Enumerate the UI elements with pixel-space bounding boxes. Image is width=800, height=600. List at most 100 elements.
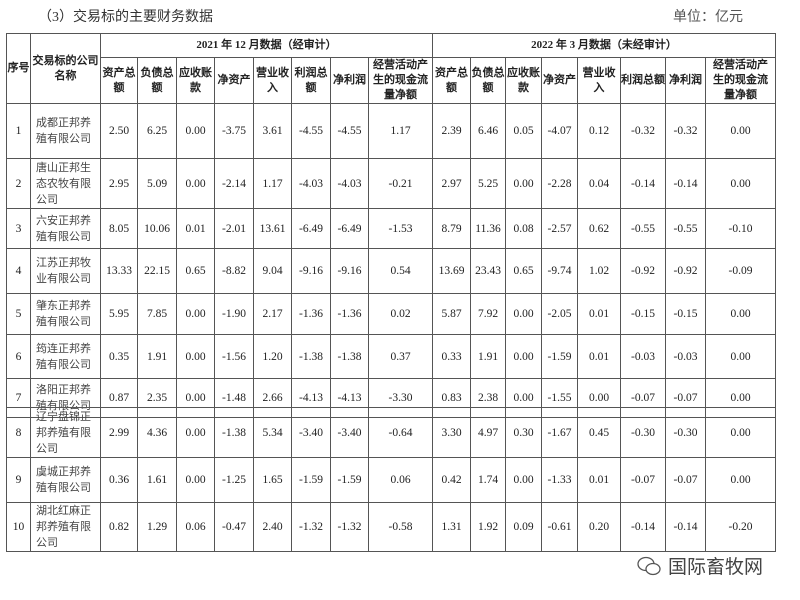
row-seq: 1 — [6, 103, 31, 159]
cell-2022: 0.05 — [505, 103, 542, 159]
cell-2021: -1.36 — [291, 293, 331, 335]
cell-2021: 7.85 — [137, 293, 177, 335]
cell-2022: 1.74 — [470, 457, 506, 503]
cell-2022: -0.15 — [620, 293, 666, 335]
cell-2021: -9.16 — [291, 248, 331, 294]
row-seq: 4 — [6, 248, 31, 294]
cell-2022: 0.00 — [705, 158, 776, 209]
header-period-2022: 2022 年 3 月数据（未经审计） — [432, 33, 776, 58]
cell-2022: 0.00 — [705, 293, 776, 335]
cell-2021: 0.36 — [100, 457, 138, 503]
cell-2022: -0.14 — [620, 502, 666, 552]
row-seq: 9 — [6, 457, 31, 503]
cell-2021: 1.29 — [137, 502, 177, 552]
cell-2022: 8.79 — [432, 208, 471, 249]
cell-2021: 0.00 — [176, 407, 215, 458]
cell-2021: 0.65 — [176, 248, 215, 294]
cell-2022: 0.00 — [705, 334, 776, 379]
row-seq: 6 — [6, 334, 31, 379]
cell-2022: 1.91 — [470, 334, 506, 379]
cell-2022: 0.08 — [505, 208, 542, 249]
wechat-icon — [637, 556, 661, 575]
cell-2021: 10.06 — [137, 208, 177, 249]
cell-2021: -1.59 — [330, 457, 369, 503]
cell-2021: 2.17 — [253, 293, 292, 335]
cell-2022: -0.07 — [620, 457, 666, 503]
cell-2022: -1.59 — [541, 334, 578, 379]
cell-2021: 1.20 — [253, 334, 292, 379]
cell-2022: 0.33 — [432, 334, 471, 379]
financial-table: 序号 交易标的公司名称 2021 年 12 月数据（经审计） 2022 年 3 … — [6, 33, 776, 418]
cell-2021: 0.01 — [176, 208, 215, 249]
cell-2021: 13.61 — [253, 208, 292, 249]
cell-2021: -1.36 — [330, 293, 369, 335]
cell-2021: 0.00 — [176, 158, 215, 209]
cell-2021: 5.09 — [137, 158, 177, 209]
cell-2022: -2.57 — [541, 208, 578, 249]
table-row: 1 成都正邦养殖有限公司 2.50 6.25 0.00 -3.75 3.61 -4.55 -4.… — [6, 103, 776, 159]
cell-2021: -3.40 — [330, 407, 369, 458]
cell-2022: 0.00 — [505, 334, 542, 379]
cell-2021: -3.40 — [291, 407, 331, 458]
cell-2021: -1.38 — [291, 334, 331, 379]
cell-2021: -0.64 — [368, 407, 433, 458]
cell-2022: -1.67 — [541, 407, 578, 458]
cell-2022: -2.28 — [541, 158, 578, 209]
header-2022-col-3: 净资产 — [541, 57, 578, 104]
cell-2021: 2.50 — [100, 103, 138, 159]
cell-2022: -0.03 — [620, 334, 666, 379]
cell-2022: -0.10 — [705, 208, 776, 249]
cell-2021: 1.91 — [137, 334, 177, 379]
cell-2022: -0.14 — [665, 158, 706, 209]
cell-2022: 5.87 — [432, 293, 471, 335]
cell-2022: -0.03 — [665, 334, 706, 379]
table-row: 5 肇东正邦养殖有限公司 5.95 7.85 0.00 -1.90 2.17 -1.36 -1.… — [6, 293, 776, 335]
section-caption: （3）交易标的主要财务数据 — [38, 10, 213, 25]
cell-2022: 11.36 — [470, 208, 506, 249]
header-2022-col-1: 负债总额 — [470, 57, 506, 104]
cell-2022: -0.14 — [620, 158, 666, 209]
cell-2021: -4.55 — [291, 103, 331, 159]
cell-2021: 0.00 — [176, 457, 215, 503]
cell-2021: -1.90 — [214, 293, 254, 335]
cell-2022: 0.00 — [705, 407, 776, 458]
cell-2021: -1.53 — [368, 208, 433, 249]
cell-2021: -0.58 — [368, 502, 433, 552]
table-row: 6 筠连正邦养殖有限公司 0.35 1.91 0.00 -1.56 1.20 -1.38 -1.… — [6, 334, 776, 379]
cell-2021: -4.03 — [291, 158, 331, 209]
cell-2021: 0.02 — [368, 293, 433, 335]
cell-2021: -0.47 — [214, 502, 254, 552]
cell-2022: 0.00 — [505, 457, 542, 503]
header-period-2021: 2021 年 12 月数据（经审计） — [100, 33, 433, 58]
cell-2022: -0.07 — [665, 457, 706, 503]
cell-2021: -1.32 — [330, 502, 369, 552]
header-seq: 序号 — [6, 33, 31, 104]
table-row: 10 湖北红麻正邦养殖有限公司 0.82 1.29 0.06 -0.47 2.40 -1.32… — [6, 502, 776, 552]
watermark-text: 国际畜牧网 — [668, 556, 764, 578]
company-name: 唐山正邦生态农牧有限公司 — [30, 158, 101, 209]
cell-2022: -0.15 — [665, 293, 706, 335]
cell-2022: -0.55 — [620, 208, 666, 249]
cell-2022: 0.65 — [505, 248, 542, 294]
company-name: 六安正邦养殖有限公司 — [30, 208, 101, 249]
cell-2022: -9.74 — [541, 248, 578, 294]
cell-2021: -2.01 — [214, 208, 254, 249]
cell-2021: 2.40 — [253, 502, 292, 552]
cell-2021: -3.75 — [214, 103, 254, 159]
cell-2022: 0.12 — [577, 103, 621, 159]
cell-2022: 0.42 — [432, 457, 471, 503]
cell-2021: 0.00 — [176, 334, 215, 379]
table-row: 3 六安正邦养殖有限公司 8.05 10.06 0.01 -2.01 13.61 -6.49-… — [6, 208, 776, 249]
cell-2022: 0.01 — [577, 293, 621, 335]
cell-2021: -6.49 — [330, 208, 369, 249]
cell-2022: 4.97 — [470, 407, 506, 458]
cell-2021: 0.35 — [100, 334, 138, 379]
table-row: 2 唐山正邦生态农牧有限公司 2.95 5.09 0.00 -2.14 1.17 -4.03-… — [6, 158, 776, 209]
row-seq: 2 — [6, 158, 31, 209]
cell-2021: -1.38 — [214, 407, 254, 458]
cell-2021: -8.82 — [214, 248, 254, 294]
cell-2022: 0.62 — [577, 208, 621, 249]
cell-2021: 0.06 — [176, 502, 215, 552]
header-2021-col-6: 净利润 — [330, 57, 369, 104]
header-2021-col-5: 利润总额 — [291, 57, 331, 104]
